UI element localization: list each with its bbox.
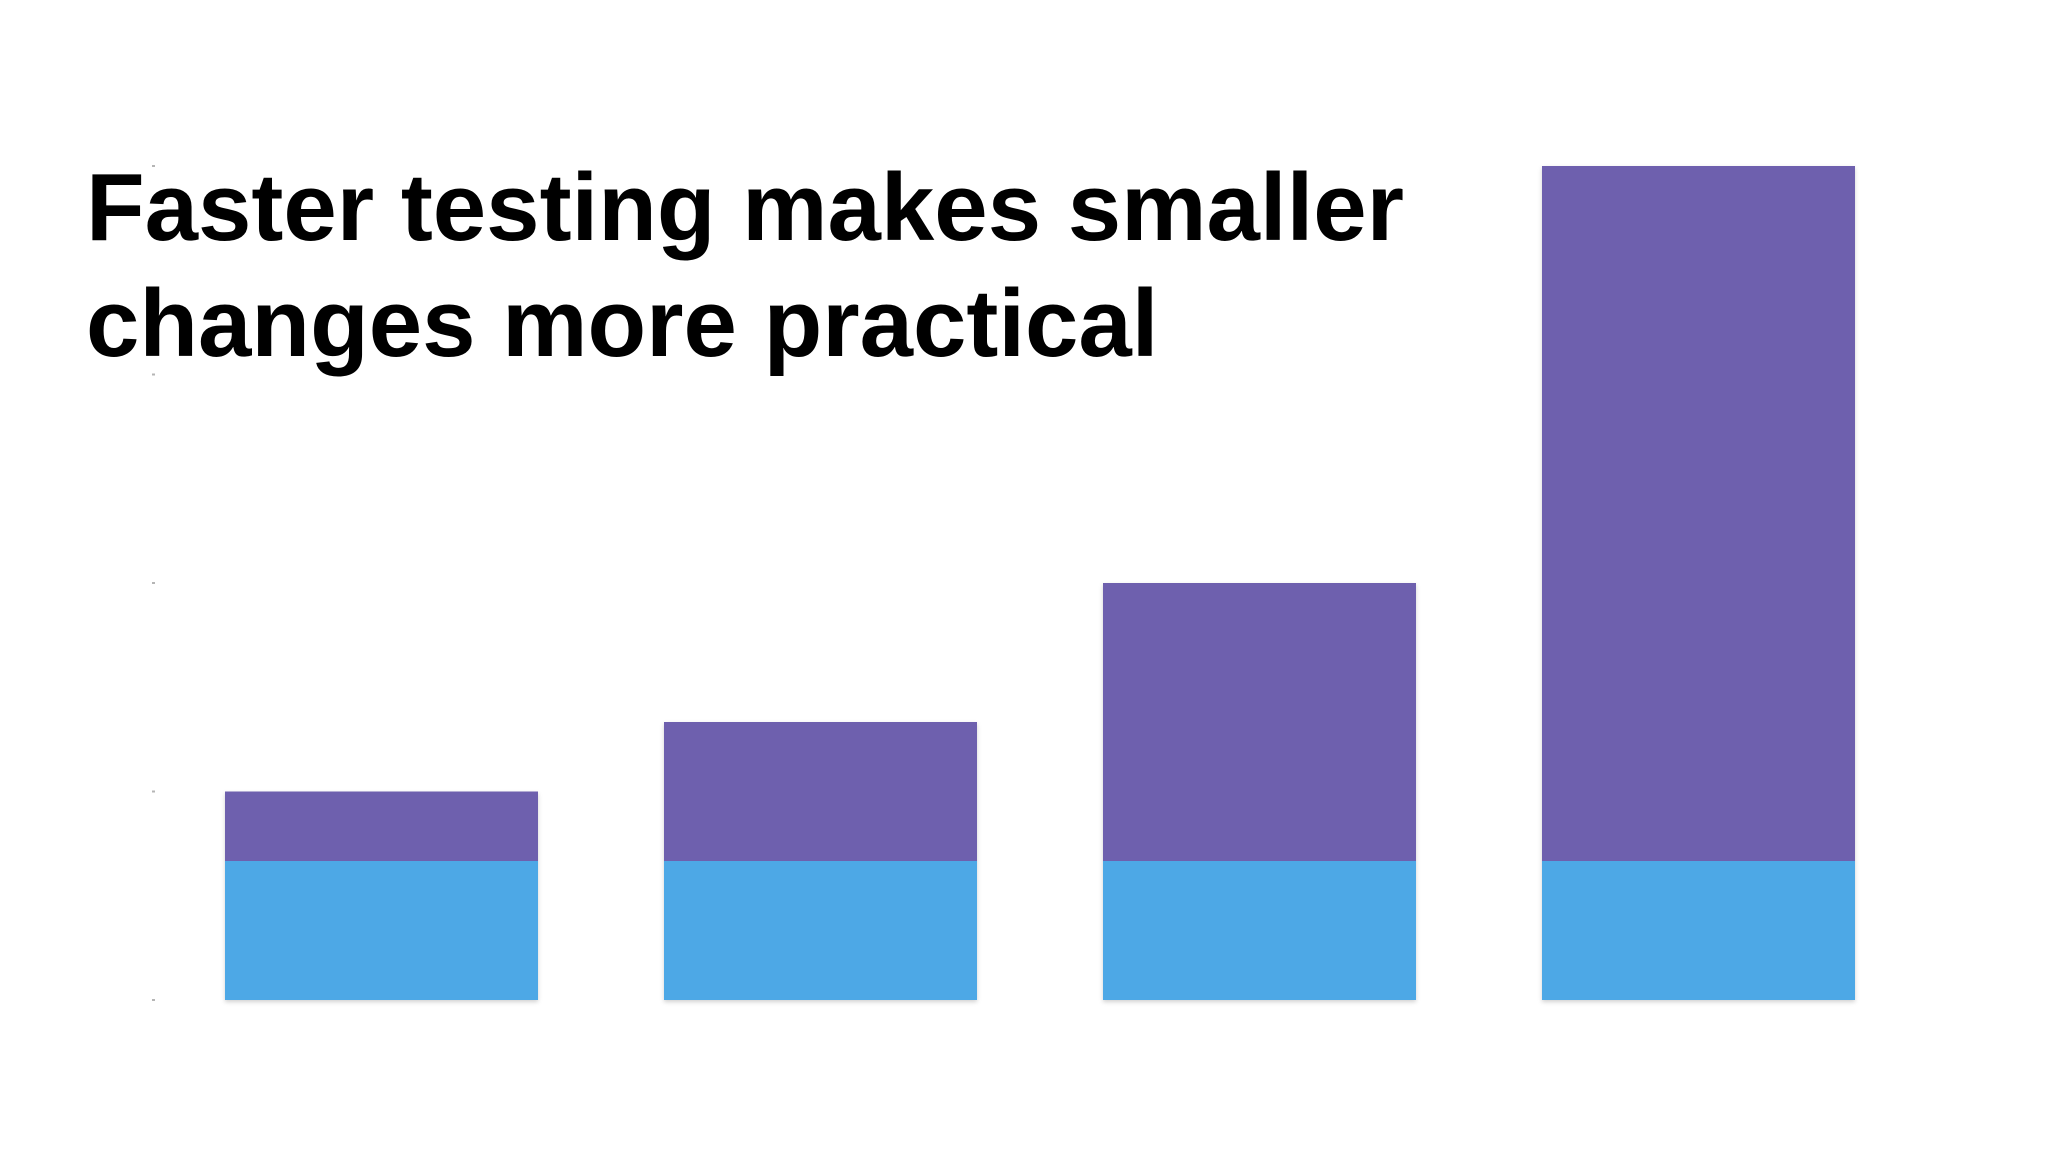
y-axis-tick-marks: [152, 165, 155, 1001]
bar-3-segment-1: [1103, 861, 1416, 1000]
bar-1-segment-2: [225, 791, 538, 861]
bar-stack-3: [1103, 583, 1416, 1000]
bar-stack-2: [664, 722, 977, 1000]
bar-2-segment-1: [664, 861, 977, 1000]
bars-group: [225, 166, 1855, 1000]
bar-4-segment-2: [1542, 166, 1855, 861]
bar-1-segment-1: [225, 861, 538, 1000]
bar-3-segment-2: [1103, 583, 1416, 861]
bar-4-segment-1: [1542, 861, 1855, 1000]
bar-stack-4: [1542, 166, 1855, 1000]
chart-title: Faster testing makes smaller changes mor…: [86, 154, 1404, 377]
bar-2-segment-2: [664, 722, 977, 861]
bar-stack-1: [225, 791, 538, 1000]
